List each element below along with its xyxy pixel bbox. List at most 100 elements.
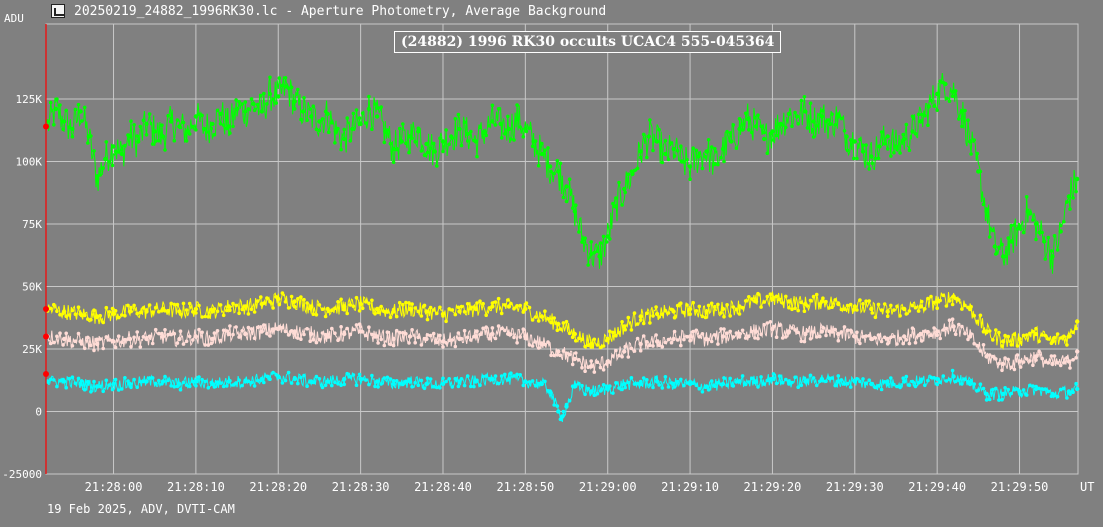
series-2-point xyxy=(64,331,68,336)
lightcurve-app-icon[interactable] xyxy=(51,4,65,18)
series-3-point xyxy=(722,376,726,380)
series-1-point xyxy=(892,308,896,312)
series-1-point xyxy=(194,311,198,315)
series-1-point xyxy=(570,335,575,340)
series-3-point xyxy=(262,380,266,385)
series-2-point xyxy=(833,327,837,332)
series-3-point xyxy=(728,376,732,381)
series-2-point xyxy=(756,336,760,341)
series-0-point xyxy=(694,148,699,153)
data-point xyxy=(572,331,577,337)
series-1-point xyxy=(92,308,96,313)
x-tick-label: 21:29:30 xyxy=(826,480,884,494)
series-3-point xyxy=(759,375,763,379)
series-0-point xyxy=(339,147,343,152)
series-2-point xyxy=(595,360,600,365)
series-3-point xyxy=(734,380,739,384)
series-3-point xyxy=(163,374,167,379)
series-1-point xyxy=(265,296,269,300)
series-3-point xyxy=(848,385,853,389)
series-1-point xyxy=(1065,343,1069,347)
series-3-point xyxy=(444,379,448,384)
series-3-point xyxy=(92,379,96,384)
series-0-point xyxy=(1034,237,1038,242)
series-1-point xyxy=(101,320,105,325)
data-point xyxy=(729,139,734,144)
series-1-point xyxy=(768,292,773,297)
series-2-point xyxy=(963,331,967,336)
series-3-point xyxy=(135,385,139,390)
series-1-point xyxy=(750,297,754,301)
series-0-point xyxy=(991,228,995,233)
y-tick-label: 75K xyxy=(22,218,42,231)
data-point xyxy=(687,334,693,339)
series-3-point xyxy=(1074,381,1078,386)
series-0-point xyxy=(228,131,232,135)
data-point xyxy=(309,114,314,119)
data-point xyxy=(819,114,825,119)
y-tick-label: 25K xyxy=(22,343,42,356)
series-2-point xyxy=(1049,354,1054,358)
data-point xyxy=(737,126,742,132)
series-0-point xyxy=(1074,189,1078,194)
series-0-point xyxy=(981,202,986,207)
series-2-point xyxy=(255,325,260,330)
data-point xyxy=(457,336,462,342)
data-point xyxy=(374,379,380,384)
series-2-point xyxy=(484,325,489,330)
series-3-point xyxy=(598,389,603,393)
series-2-point xyxy=(169,332,173,337)
series-1-point xyxy=(824,299,828,304)
series-2-point xyxy=(657,343,661,348)
series-3-point xyxy=(246,379,251,384)
data-point xyxy=(358,301,363,307)
series-2-point xyxy=(181,342,186,346)
series-0-point xyxy=(737,117,742,121)
series-1-point xyxy=(342,307,347,312)
series-2-point xyxy=(95,337,99,342)
series-0-point xyxy=(833,123,837,127)
data-point xyxy=(539,151,544,157)
series-3-point xyxy=(339,383,343,388)
series-1-point xyxy=(104,305,109,310)
series-0-point xyxy=(728,131,732,135)
series-3-point xyxy=(428,377,433,381)
series-1-point xyxy=(889,303,893,308)
series-0-point xyxy=(589,240,593,244)
series-0-point xyxy=(259,93,263,98)
series-0-point xyxy=(595,249,600,253)
series-1-point xyxy=(904,312,909,316)
series-3-point xyxy=(419,378,424,383)
series-1-point xyxy=(991,338,995,342)
series-2-point xyxy=(614,348,618,353)
data-point xyxy=(259,109,264,114)
series-1-point xyxy=(351,304,356,309)
series-1-point xyxy=(1028,331,1032,336)
series-0-point xyxy=(929,98,933,103)
data-point xyxy=(935,329,940,334)
series-1-point xyxy=(635,322,640,326)
series-1-point xyxy=(1046,337,1051,341)
data-point xyxy=(226,124,231,129)
footer-info: 19 Feb 2025, ADV, DVTI-CAM xyxy=(47,502,235,516)
series-3-point xyxy=(52,378,56,382)
data-point xyxy=(646,134,652,139)
series-1-point xyxy=(138,310,143,315)
series-0-point xyxy=(947,99,952,103)
series-1-point xyxy=(654,305,658,309)
series-0-point xyxy=(404,141,408,145)
series-3-point xyxy=(608,384,612,388)
series-1-point xyxy=(787,305,791,310)
series-2-point xyxy=(685,334,689,339)
series-0-point xyxy=(611,201,615,206)
series-1-point xyxy=(277,302,282,307)
series-1-point xyxy=(135,311,139,316)
series-3-point xyxy=(521,383,526,388)
series-2-point xyxy=(191,338,195,342)
data-point xyxy=(317,119,322,124)
series-2-point xyxy=(904,338,909,342)
series-0-point xyxy=(45,119,50,123)
series-3-point xyxy=(969,379,973,383)
